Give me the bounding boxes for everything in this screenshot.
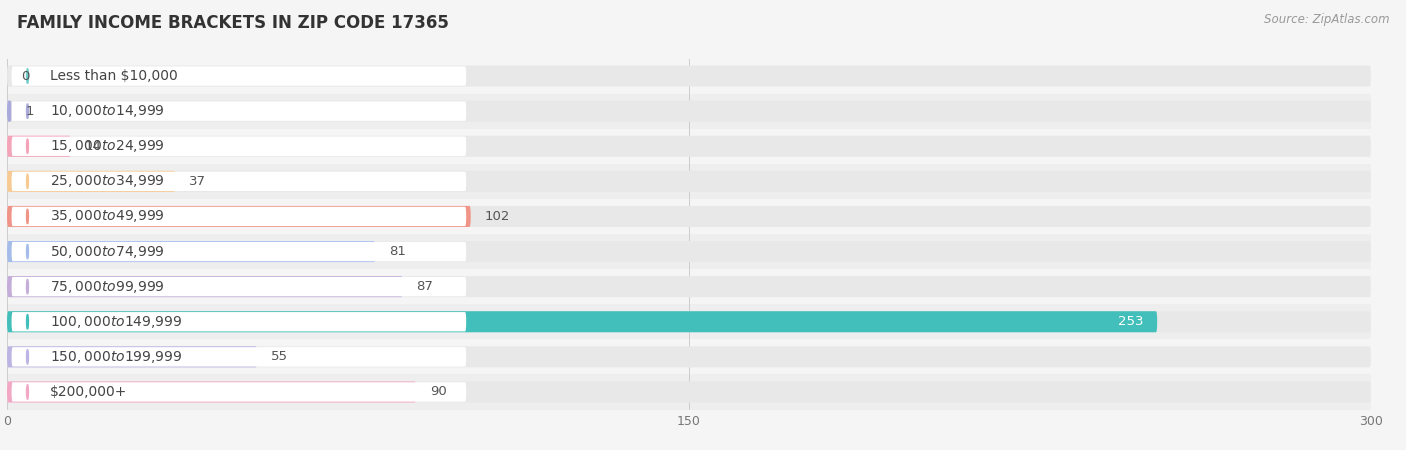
Circle shape [27,104,28,118]
Text: 1: 1 [25,105,34,117]
FancyBboxPatch shape [7,304,1371,339]
FancyBboxPatch shape [7,101,1371,122]
Circle shape [27,139,28,153]
FancyBboxPatch shape [7,339,1371,374]
FancyBboxPatch shape [7,241,1371,262]
FancyBboxPatch shape [11,101,467,121]
FancyBboxPatch shape [7,206,1371,227]
FancyBboxPatch shape [11,136,467,156]
FancyBboxPatch shape [11,312,467,332]
Text: $200,000+: $200,000+ [51,385,128,399]
FancyBboxPatch shape [11,277,467,297]
Text: 14: 14 [84,140,101,153]
Text: $100,000 to $149,999: $100,000 to $149,999 [51,314,183,330]
FancyBboxPatch shape [7,382,416,402]
Text: $150,000 to $199,999: $150,000 to $199,999 [51,349,183,365]
FancyBboxPatch shape [7,311,1371,332]
FancyBboxPatch shape [11,242,467,261]
Text: $10,000 to $14,999: $10,000 to $14,999 [51,103,165,119]
FancyBboxPatch shape [7,136,70,157]
FancyBboxPatch shape [11,171,467,191]
Circle shape [27,174,28,189]
Text: Less than $10,000: Less than $10,000 [51,69,179,83]
Circle shape [27,385,28,399]
Text: $50,000 to $74,999: $50,000 to $74,999 [51,243,165,260]
FancyBboxPatch shape [7,199,1371,234]
Circle shape [27,350,28,364]
FancyBboxPatch shape [7,101,11,122]
Text: $25,000 to $34,999: $25,000 to $34,999 [51,173,165,189]
FancyBboxPatch shape [7,136,1371,157]
Text: 102: 102 [484,210,510,223]
FancyBboxPatch shape [11,382,467,402]
Text: $15,000 to $24,999: $15,000 to $24,999 [51,138,165,154]
FancyBboxPatch shape [7,241,375,262]
FancyBboxPatch shape [7,171,176,192]
FancyBboxPatch shape [7,269,1371,304]
FancyBboxPatch shape [7,58,1371,94]
Text: Source: ZipAtlas.com: Source: ZipAtlas.com [1264,14,1389,27]
FancyBboxPatch shape [7,382,1371,402]
FancyBboxPatch shape [7,164,1371,199]
Text: $35,000 to $49,999: $35,000 to $49,999 [51,208,165,225]
FancyBboxPatch shape [7,66,1371,86]
FancyBboxPatch shape [7,171,1371,192]
FancyBboxPatch shape [11,66,467,86]
FancyBboxPatch shape [11,207,467,226]
FancyBboxPatch shape [11,347,467,367]
Text: 87: 87 [416,280,433,293]
Text: 81: 81 [389,245,406,258]
Circle shape [27,69,28,83]
FancyBboxPatch shape [7,94,1371,129]
FancyBboxPatch shape [7,234,1371,269]
Text: 90: 90 [430,386,447,398]
Text: FAMILY INCOME BRACKETS IN ZIP CODE 17365: FAMILY INCOME BRACKETS IN ZIP CODE 17365 [17,14,449,32]
FancyBboxPatch shape [7,374,1371,410]
FancyBboxPatch shape [7,311,1157,332]
FancyBboxPatch shape [7,276,1371,297]
FancyBboxPatch shape [7,129,1371,164]
FancyBboxPatch shape [7,346,257,367]
FancyBboxPatch shape [7,346,1371,367]
Text: 37: 37 [188,175,205,188]
Circle shape [27,209,28,224]
Text: 0: 0 [21,70,30,82]
Text: 253: 253 [1118,315,1143,328]
FancyBboxPatch shape [7,276,402,297]
Circle shape [27,279,28,294]
Text: 55: 55 [271,351,288,363]
Text: $75,000 to $99,999: $75,000 to $99,999 [51,279,165,295]
Circle shape [27,244,28,259]
FancyBboxPatch shape [7,206,471,227]
Circle shape [27,315,28,329]
